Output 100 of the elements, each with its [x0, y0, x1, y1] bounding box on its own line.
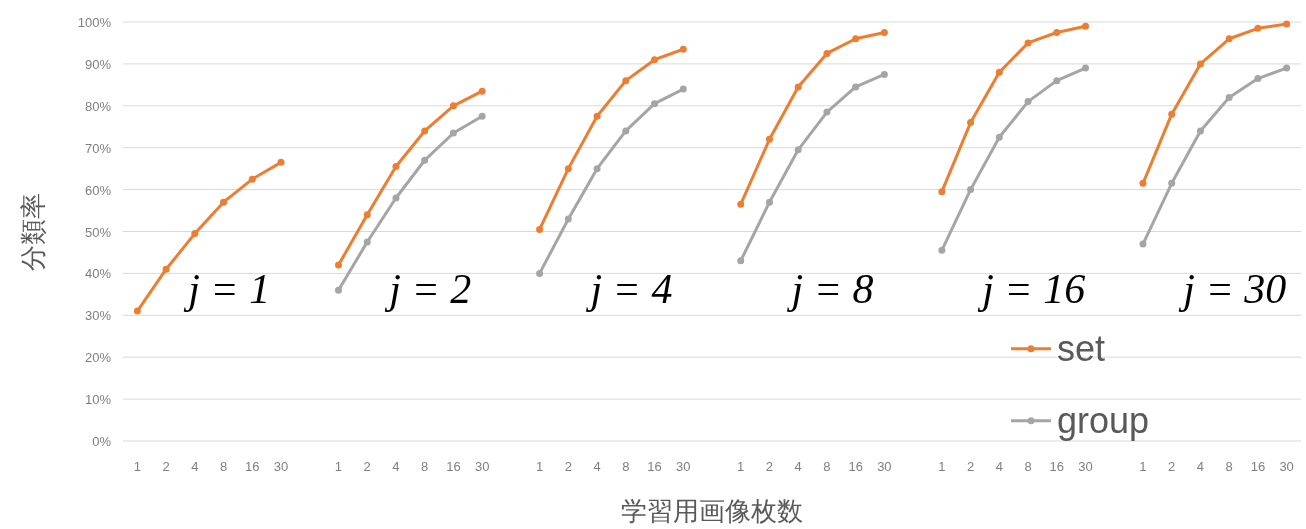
x-tick-label: 1 — [938, 459, 946, 474]
point — [679, 85, 687, 93]
y-tick-label: 60% — [84, 182, 112, 198]
point — [995, 133, 1003, 141]
x-tick-label: 16 — [245, 459, 260, 474]
point — [191, 230, 199, 238]
point — [1139, 179, 1147, 187]
point — [852, 35, 860, 43]
point — [622, 77, 630, 85]
point — [363, 238, 371, 246]
x-tick-label: 1 — [133, 459, 141, 474]
x-tick-label: 30 — [676, 459, 691, 474]
x-tick-label: 30 — [1078, 459, 1093, 474]
y-tick-label: 40% — [84, 266, 112, 282]
x-tick-label: 2 — [1168, 459, 1176, 474]
point — [1196, 127, 1204, 135]
point — [421, 156, 429, 164]
point — [220, 198, 228, 206]
y-tick-label: 10% — [84, 392, 112, 408]
point — [880, 70, 888, 78]
legend-label: set — [1057, 327, 1106, 369]
annotation: j = 1 — [183, 265, 271, 312]
point — [248, 175, 256, 183]
point — [1283, 64, 1291, 72]
y-tick-label: 90% — [84, 56, 112, 72]
legend-label: group — [1057, 399, 1150, 441]
point — [679, 45, 687, 53]
x-tick-label: 30 — [474, 459, 490, 474]
point — [392, 194, 400, 202]
point — [938, 246, 946, 254]
point — [363, 211, 371, 219]
point — [536, 269, 544, 277]
point — [478, 112, 486, 120]
point — [449, 129, 457, 137]
y-tick-label: 70% — [84, 140, 112, 156]
point — [334, 286, 342, 294]
point — [1254, 24, 1262, 32]
annotation: j = 2 — [384, 265, 472, 312]
x-tick-label: 2 — [363, 459, 371, 474]
point — [622, 127, 630, 135]
x-tick-label: 16 — [647, 459, 662, 474]
point — [133, 307, 141, 315]
point — [1053, 28, 1061, 36]
x-tick-label: 4 — [794, 459, 802, 474]
x-tick-label: 30 — [877, 459, 892, 474]
annotation: j = 16 — [977, 265, 1086, 312]
point — [651, 100, 659, 108]
point — [449, 102, 457, 110]
x-tick-label: 1 — [737, 459, 745, 474]
point — [1283, 20, 1291, 28]
y-tick-label: 0% — [92, 434, 112, 449]
annotation: j = 8 — [786, 265, 874, 312]
x-tick-label: 16 — [848, 459, 863, 474]
x-tick-label: 1 — [334, 459, 343, 474]
point — [593, 112, 601, 120]
y-tick-label: 50% — [84, 224, 112, 240]
point — [1139, 240, 1147, 248]
point — [536, 225, 544, 233]
point — [421, 127, 429, 135]
x-tick-label: 1 — [535, 459, 544, 474]
y-tick-label: 30% — [84, 308, 112, 324]
x-tick-label: 4 — [593, 459, 601, 474]
x-tick-label: 8 — [421, 459, 429, 474]
point — [277, 158, 285, 166]
x-tick-label: 4 — [191, 459, 199, 474]
x-tick-label: 8 — [1225, 459, 1233, 474]
point — [938, 188, 946, 196]
point — [1225, 35, 1233, 43]
annotation: j = 30 — [1178, 265, 1287, 312]
point — [1053, 77, 1061, 85]
point — [794, 146, 802, 154]
point — [852, 83, 860, 91]
point — [334, 261, 342, 269]
point — [794, 83, 802, 91]
point — [1168, 110, 1176, 118]
annotation: j = 4 — [585, 265, 673, 312]
point — [1225, 93, 1233, 101]
y-tick-label: 100% — [77, 15, 112, 30]
point — [1082, 22, 1090, 30]
x-tick-label: 2 — [765, 459, 774, 474]
x-tick-label: 8 — [823, 459, 831, 474]
point — [564, 215, 572, 223]
x-tick-label: 2 — [564, 459, 572, 474]
x-tick-label: 8 — [219, 459, 228, 474]
point — [1024, 98, 1032, 106]
x-tick-label: 30 — [273, 459, 289, 474]
point — [823, 49, 831, 57]
point — [737, 257, 745, 265]
point — [392, 163, 400, 171]
y-axis-title: 分類率 — [18, 192, 48, 271]
point — [880, 28, 888, 36]
x-tick-label: 2 — [162, 459, 170, 474]
point — [765, 198, 773, 206]
point — [765, 135, 773, 143]
point — [1168, 179, 1176, 187]
x-tick-label: 4 — [1196, 459, 1205, 474]
point — [995, 68, 1003, 76]
x-tick-label: 16 — [446, 459, 461, 474]
x-tick-label: 1 — [1139, 459, 1147, 474]
x-axis-title: 学習用画像枚数 — [621, 496, 803, 526]
